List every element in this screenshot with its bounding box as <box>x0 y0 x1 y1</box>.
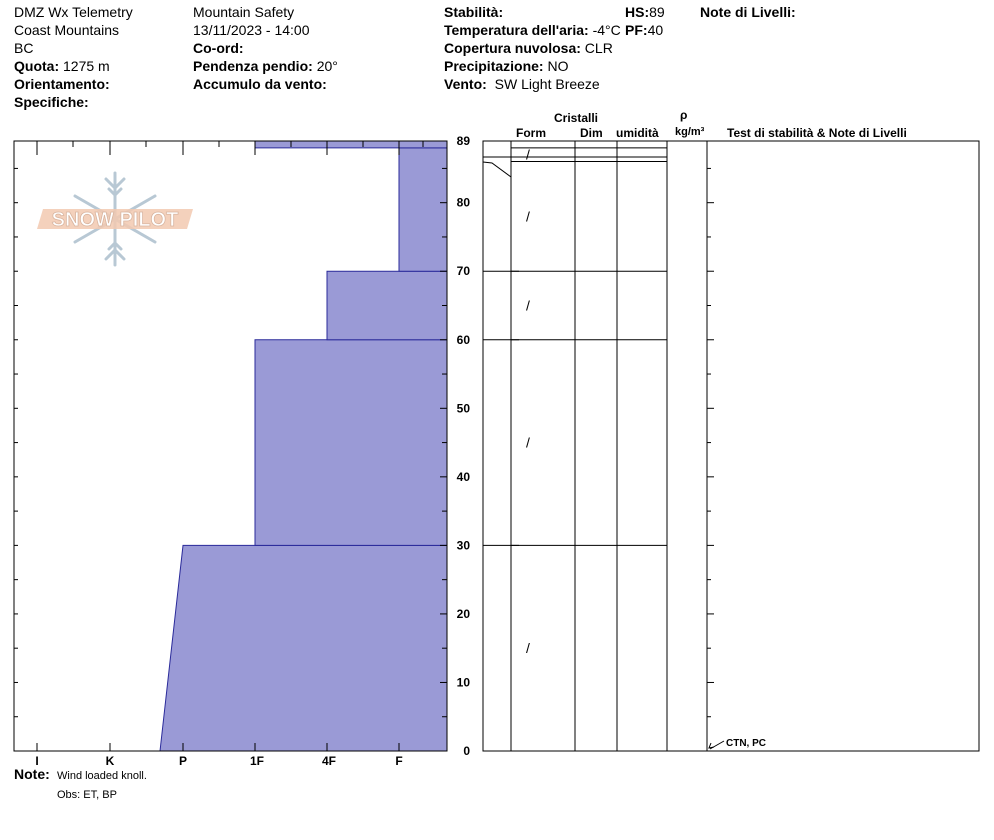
hs-row: HS:89 <box>625 4 665 21</box>
slope-value: 20° <box>316 58 338 74</box>
height-tick-label-20: 20 <box>457 607 471 621</box>
height-tick-label-80: 80 <box>457 196 471 210</box>
pf-row: PF:40 <box>625 22 664 39</box>
windload-label: Accumulo da vento: <box>193 76 327 92</box>
hs-label: HS: <box>625 4 650 20</box>
elevation-value: 1275 m <box>63 58 110 74</box>
pf-value: 40 <box>647 22 664 38</box>
hardness-label-F: F <box>395 754 402 768</box>
aspect-label: Orientamento: <box>14 76 110 92</box>
form-header: Form <box>516 126 546 140</box>
size-header: Dim <box>580 126 603 140</box>
coords-label: Co-ord: <box>193 40 244 56</box>
height-tick-label-0: 0 <box>463 744 470 758</box>
hardness-label-1F: 1F <box>250 754 264 768</box>
height-tick-label-30: 30 <box>457 538 471 552</box>
moisture-header: umidità <box>616 126 659 140</box>
hardness-label-I: I <box>35 754 38 768</box>
height-tick-label-40: 40 <box>457 470 471 484</box>
hardness-layer-2 <box>326 270 448 341</box>
pf-label: PF: <box>625 22 648 38</box>
hardness-layer-0 <box>159 544 448 752</box>
sky-label: Copertura nuvolosa: <box>444 40 581 56</box>
sky-row: Copertura nuvolosa: CLR <box>444 40 613 57</box>
notes-label: Note: <box>14 766 50 782</box>
hardness-label-K: K <box>106 754 115 768</box>
stability-label: Stabilità: <box>444 4 504 20</box>
layer-notes-label: Note di Livelli: <box>700 4 796 20</box>
hardness-layer-1 <box>254 339 448 546</box>
grain-form-symbol-2: / <box>526 297 530 313</box>
precip-row: Precipitazione: NO <box>444 58 568 75</box>
grain-form-symbol-1: / <box>526 435 530 451</box>
observation-datetime: 13/11/2023 - 14:00 <box>193 22 310 38</box>
observers: Obs: ET, BP <box>57 789 117 801</box>
mountain-range: Coast Mountains <box>14 22 120 38</box>
grain-form-symbol-4: / <box>526 147 530 163</box>
airtemp-label: Temperatura dell'aria: <box>444 22 589 38</box>
height-tick-label-10: 10 <box>457 675 471 689</box>
hardness-chart-frame <box>13 140 448 752</box>
wind-label: Vento: <box>444 76 487 92</box>
notes-text: Wind loaded knoll. <box>57 770 147 782</box>
station-name: DMZ Wx Telemetry <box>14 4 133 20</box>
layer-table-frame <box>482 140 980 752</box>
slope-label: Pendenza pendio: <box>193 58 313 74</box>
height-tick-label-89: 89 <box>457 134 471 148</box>
density-unit: kg/m³ <box>675 126 705 138</box>
tests-header: Test di stabilità & Note di Livelli <box>727 126 907 140</box>
hardness-layer-4 <box>254 140 448 149</box>
hs-value: 89 <box>649 4 665 20</box>
airtemp-value: -4°C <box>592 22 621 38</box>
height-tick-label-50: 50 <box>457 401 471 415</box>
height-tick-label-70: 70 <box>457 264 471 278</box>
slope-row: Pendenza pendio: 20° <box>193 58 338 75</box>
wind-value: SW Light Breeze <box>494 76 600 92</box>
sky-value: CLR <box>584 40 613 56</box>
density-symbol: ρ <box>680 108 688 122</box>
elevation-row: Quota: 1275 m <box>14 58 110 75</box>
province: BC <box>14 40 34 56</box>
hardness-label-4F: 4F <box>322 754 336 768</box>
precip-value: NO <box>547 58 569 74</box>
layer-connector-top <box>482 161 512 178</box>
hardness-layer-3 <box>398 147 448 272</box>
organization: Mountain Safety <box>193 4 295 20</box>
elevation-label: Quota: <box>14 58 60 74</box>
grain-form-symbol-0: / <box>526 640 530 656</box>
height-tick-label-60: 60 <box>457 333 471 347</box>
precip-label: Precipitazione: <box>444 58 544 74</box>
crystals-header: Cristalli <box>554 111 599 125</box>
specifics-label: Specifiche: <box>14 94 89 110</box>
hardness-label-P: P <box>179 754 187 768</box>
wind-row: Vento: SW Light Breeze <box>444 76 600 93</box>
grain-form-symbol-3: / <box>526 208 530 224</box>
test-result-arrowhead <box>708 742 715 749</box>
airtemp-row: Temperatura dell'aria: -4°C <box>444 22 621 39</box>
test-result-text: CTN, PC <box>726 738 766 749</box>
